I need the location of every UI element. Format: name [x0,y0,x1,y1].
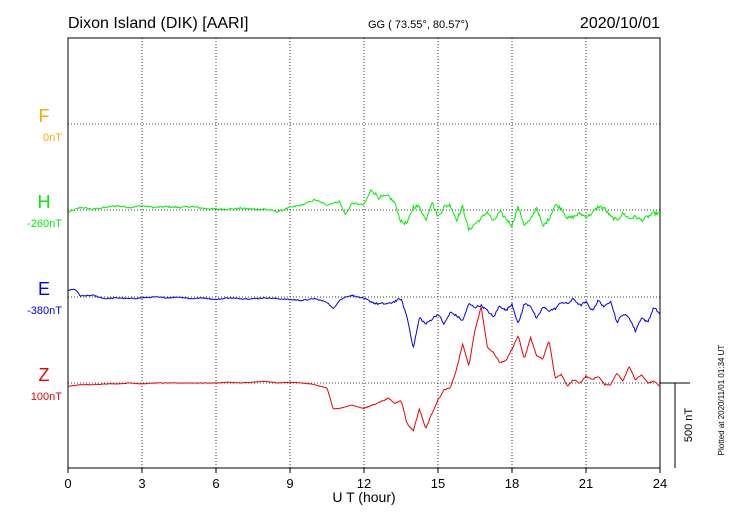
scale-bar: 500 nT [660,382,695,468]
x-tick-label: 15 [431,476,445,491]
channel-labels: F 0nT H -260nT E -380nT Z 100nT [27,106,62,403]
x-tick-label: 18 [505,476,519,491]
scale-bar-label: 500 nT [683,408,695,443]
plotted-timestamp: Plotted at 2020/11/01 01:34 UT [717,345,726,456]
x-tick-label: 6 [212,476,219,491]
grid-lines [68,38,660,468]
x-tick-label: 0 [64,476,71,491]
channel-name-e: E [38,279,50,299]
channel-name-f: F [39,106,50,126]
series-line-z [67,306,660,433]
x-tick-label: 3 [138,476,145,491]
x-tick-label: 12 [357,476,371,491]
series-lines [67,188,661,433]
plot-frame [67,37,661,469]
station-coordinates: GG ( 73.55°, 80.57°) [368,19,469,31]
x-axis-label: U T (hour) [332,489,395,505]
x-tick-label: 24 [653,476,667,491]
x-tick-label: 9 [286,476,293,491]
series-line-h [67,188,661,232]
channel-name-h: H [38,192,51,212]
x-tick-label: 21 [579,476,593,491]
series-line-e [67,288,661,349]
channel-offset-f: 0nT [43,132,62,144]
x-axis: 0 3 6 9 12 15 18 21 24 [64,468,667,491]
channel-offset-h: -260nT [27,218,62,230]
channel-name-z: Z [39,365,50,385]
channel-offset-e: -380nT [27,305,62,317]
station-title: Dixon Island (DIK) [AARI] [68,15,249,32]
channel-offset-z: 100nT [31,391,62,403]
chart-date: 2020/10/01 [580,15,660,32]
